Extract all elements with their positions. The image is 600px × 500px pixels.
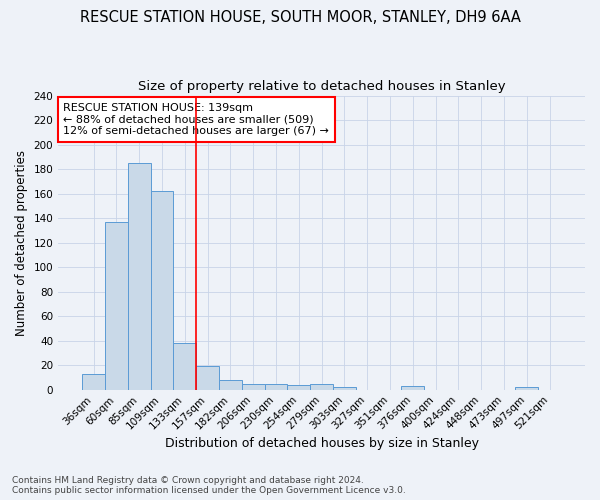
Text: RESCUE STATION HOUSE: 139sqm
← 88% of detached houses are smaller (509)
12% of s: RESCUE STATION HOUSE: 139sqm ← 88% of de… xyxy=(64,103,329,136)
Bar xyxy=(401,386,424,390)
Bar xyxy=(151,191,173,390)
Bar xyxy=(287,385,310,390)
Bar xyxy=(173,343,196,390)
Y-axis label: Number of detached properties: Number of detached properties xyxy=(15,150,28,336)
Bar xyxy=(128,163,151,390)
Bar xyxy=(265,384,287,390)
Text: RESCUE STATION HOUSE, SOUTH MOOR, STANLEY, DH9 6AA: RESCUE STATION HOUSE, SOUTH MOOR, STANLE… xyxy=(80,10,520,25)
Bar xyxy=(515,388,538,390)
Bar xyxy=(242,384,265,390)
X-axis label: Distribution of detached houses by size in Stanley: Distribution of detached houses by size … xyxy=(164,437,479,450)
Bar xyxy=(333,388,356,390)
Bar xyxy=(105,222,128,390)
Bar xyxy=(219,380,242,390)
Text: Contains HM Land Registry data © Crown copyright and database right 2024.
Contai: Contains HM Land Registry data © Crown c… xyxy=(12,476,406,495)
Title: Size of property relative to detached houses in Stanley: Size of property relative to detached ho… xyxy=(138,80,505,93)
Bar xyxy=(82,374,105,390)
Bar xyxy=(196,366,219,390)
Bar xyxy=(310,384,333,390)
